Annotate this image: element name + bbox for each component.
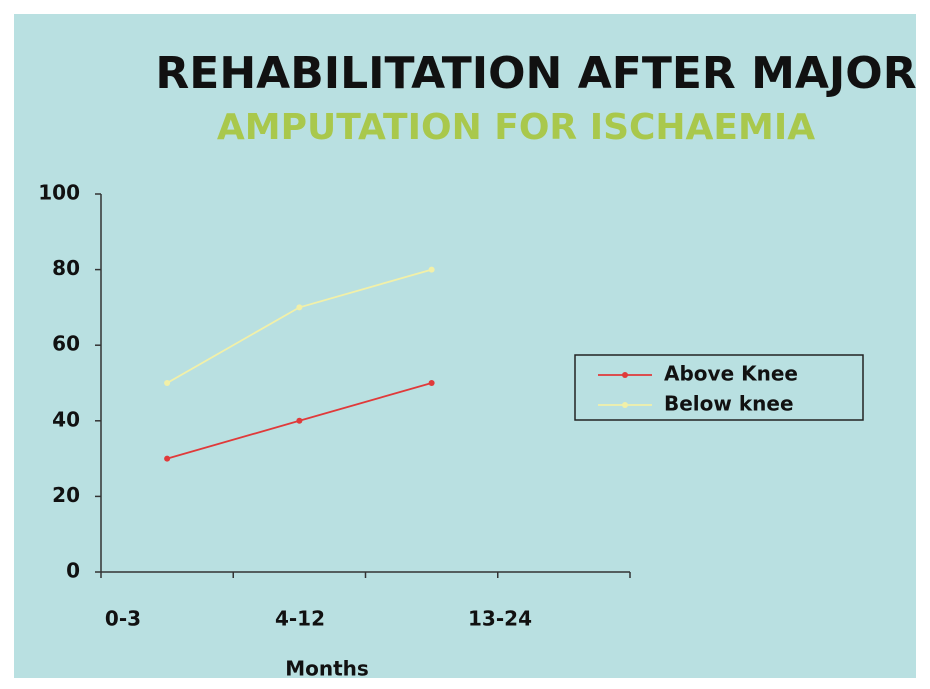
legend-marker [622,402,628,408]
slide-background [14,14,916,678]
data-point [428,380,435,386]
x-tick-label: 4-12 [275,607,325,631]
data-point [296,417,303,424]
legend-box [574,354,864,421]
y-tick-label: 40 [52,407,80,431]
legend-label: Below knee [664,392,794,416]
y-tick-label: 100 [38,181,80,205]
data-point [164,455,171,462]
chart-subtitle: AMPUTATION FOR ISCHAEMIA [217,107,815,148]
y-tick-label: 60 [52,332,80,356]
chart-title: REHABILITATION AFTER MAJOR [155,48,916,99]
y-tick-label: 80 [52,256,80,280]
x-tick-label: 13-24 [468,607,532,631]
legend-marker [622,372,628,378]
data-point [428,266,435,273]
x-axis-label: Months [285,657,369,681]
data-point [296,304,303,311]
data-point [164,380,171,386]
y-tick-label: 0 [66,559,80,583]
y-tick-label: 20 [52,483,80,507]
legend-label: Above Knee [664,362,798,386]
x-tick-label: 0-3 [105,607,141,631]
